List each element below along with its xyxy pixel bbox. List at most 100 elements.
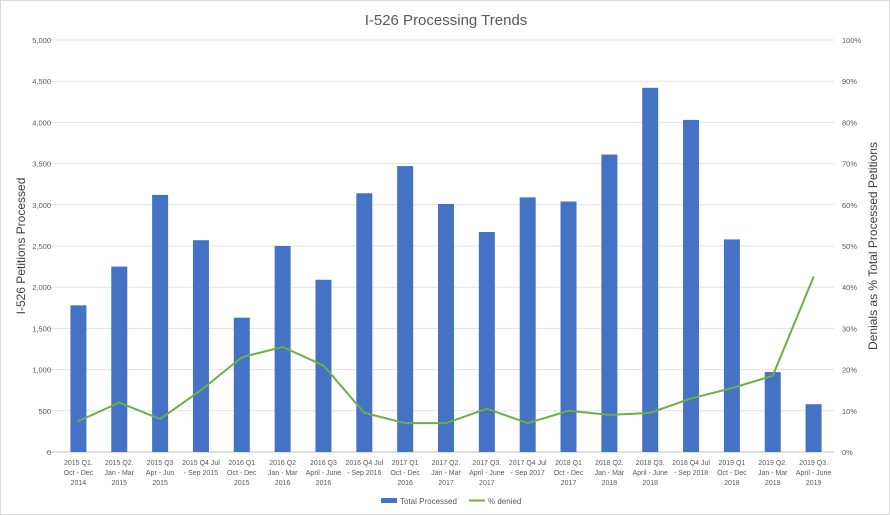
x-tick-label: April - June xyxy=(306,470,342,477)
y2-tick-label: 90% xyxy=(842,77,857,86)
x-tick-label: Apr - Jun xyxy=(146,470,175,477)
legend: Total Processed % denied xyxy=(381,497,521,506)
bar-total-processed xyxy=(642,87,659,453)
x-tick-label: 2014 xyxy=(71,480,87,487)
point-percent-denied xyxy=(690,397,692,400)
bar-total-processed xyxy=(274,246,291,452)
point-percent-denied xyxy=(526,422,529,424)
bar-total-processed xyxy=(70,305,87,452)
x-tick-label: 2015 xyxy=(234,480,250,487)
y2-tick-label: 10% xyxy=(842,407,857,416)
y2-tick-label: 0% xyxy=(842,448,853,457)
x-tick-label: 2018 Q3. xyxy=(636,460,665,467)
x-tick-label: 2017 Q3. xyxy=(472,460,501,467)
bar-total-processed xyxy=(805,404,822,452)
point-percent-denied xyxy=(812,276,815,278)
y2-tick-label: 80% xyxy=(842,118,857,127)
y2-axis-label: Denials as % Total Processed Petitions xyxy=(866,142,880,350)
bar-total-processed xyxy=(397,166,414,452)
point-percent-denied xyxy=(567,410,570,412)
bar-total-processed xyxy=(356,193,373,452)
chart-title: I-526 Processing Trends xyxy=(365,12,528,29)
x-tick-label: 2017 Q2. xyxy=(432,460,461,467)
bar-total-processed xyxy=(683,119,700,452)
bar-total-processed xyxy=(601,154,618,452)
x-tick-label: Jan - Mar xyxy=(104,470,134,477)
y-tick-label: 1,500 xyxy=(32,324,51,333)
bar-total-processed xyxy=(192,240,209,452)
y2-tick-label: 100% xyxy=(842,36,862,45)
x-tick-label: 2016 Q3 xyxy=(310,460,337,467)
x-tick-label: - Sep 2017 xyxy=(511,470,545,477)
point-percent-denied xyxy=(731,387,733,389)
point-percent-denied xyxy=(77,420,80,422)
x-tick-label: Oct - Dec xyxy=(554,470,584,477)
y-tick-label: 4,000 xyxy=(32,118,51,127)
x-tick-label: 2015 Q1. xyxy=(64,460,93,467)
point-percent-denied xyxy=(649,412,652,414)
y-tick-label: 1,000 xyxy=(32,366,51,375)
bar-total-processed xyxy=(560,201,577,452)
legend-percent-denied: % denied xyxy=(488,497,521,506)
y2-tick-label: 20% xyxy=(842,366,857,375)
point-percent-denied xyxy=(159,418,161,420)
x-tick-label: 2016 xyxy=(397,480,413,487)
point-percent-denied xyxy=(322,364,325,367)
point-percent-denied xyxy=(240,356,243,359)
x-tick-label: 2015 Q3 xyxy=(147,460,174,467)
x-tick-label: Oct - Dec xyxy=(717,470,747,477)
x-tick-label: Jan - Mar xyxy=(431,470,461,477)
point-percent-denied xyxy=(363,412,366,414)
x-tick-label: 2019 xyxy=(765,480,781,487)
x-tick-label: 2018 xyxy=(642,480,658,487)
x-tick-label: 2018 xyxy=(602,480,618,487)
x-tick-label: 2015 Q2. xyxy=(105,460,134,467)
x-tick-label: 2018 Q4 Jul xyxy=(672,460,710,467)
x-tick-label: - Sep 2016 xyxy=(347,470,381,477)
x-tick-label: April - June xyxy=(796,470,832,477)
bar-total-processed xyxy=(233,317,250,452)
point-percent-denied xyxy=(200,389,202,392)
x-tick-label: Jan - Mar xyxy=(758,470,788,477)
x-tick-label: 2016 Q2 xyxy=(269,460,296,467)
point-percent-denied xyxy=(608,414,611,416)
x-tick-label: Oct - Dec xyxy=(390,470,420,477)
legend-total-processed: Total Processed xyxy=(400,497,457,506)
x-tick-label: 2019 Q2. xyxy=(758,460,787,467)
x-tick-label: 2015 Q4 Jul xyxy=(182,460,220,467)
bar-total-processed xyxy=(438,203,454,452)
point-percent-denied xyxy=(118,401,121,404)
x-tick-label: 2018 xyxy=(724,480,740,487)
y-tick-label: 3,000 xyxy=(32,201,51,210)
y-axis-label: I-526 Petitions Processed xyxy=(14,178,28,315)
y2-tick-label: 40% xyxy=(842,283,857,292)
x-tick-label: 2017 Q1 xyxy=(392,460,419,467)
y-tick-label: 4,500 xyxy=(32,77,51,86)
x-tick-label: 2017 xyxy=(479,480,495,487)
point-percent-denied xyxy=(281,346,284,348)
x-tick-label: Oct - Dec xyxy=(64,470,94,477)
bar-total-processed xyxy=(519,197,536,452)
y2-tick-label: 50% xyxy=(842,242,857,251)
x-tick-label: 2016 xyxy=(275,480,291,487)
x-tick-label: - Sep 2015 xyxy=(184,470,218,477)
bar-total-processed xyxy=(152,194,169,453)
bar-total-processed xyxy=(478,231,495,452)
x-tick-label: 2015 xyxy=(152,480,168,487)
legend-bar-swatch xyxy=(381,498,397,503)
x-tick-label: 2016 Q1 xyxy=(228,460,255,467)
x-tick-label: 2015 xyxy=(111,480,127,487)
x-tick-label: Jan - Mar xyxy=(595,470,625,477)
x-tick-label: 2016 xyxy=(316,480,332,487)
x-tick-label: Jan - Mar xyxy=(268,470,298,477)
x-tick-label: April - June xyxy=(633,470,669,477)
bar-total-processed xyxy=(111,266,128,452)
x-tick-label: 2016 Q4 Jul xyxy=(345,460,383,467)
y-tick-label: 3,500 xyxy=(32,160,51,169)
point-percent-denied xyxy=(486,407,488,410)
point-percent-denied xyxy=(771,374,774,377)
x-tick-label: 2017 Q4 Jul xyxy=(509,460,547,467)
x-tick-label: 2017 xyxy=(561,480,577,487)
x-tick-label: 2018 Q2. xyxy=(595,460,624,467)
